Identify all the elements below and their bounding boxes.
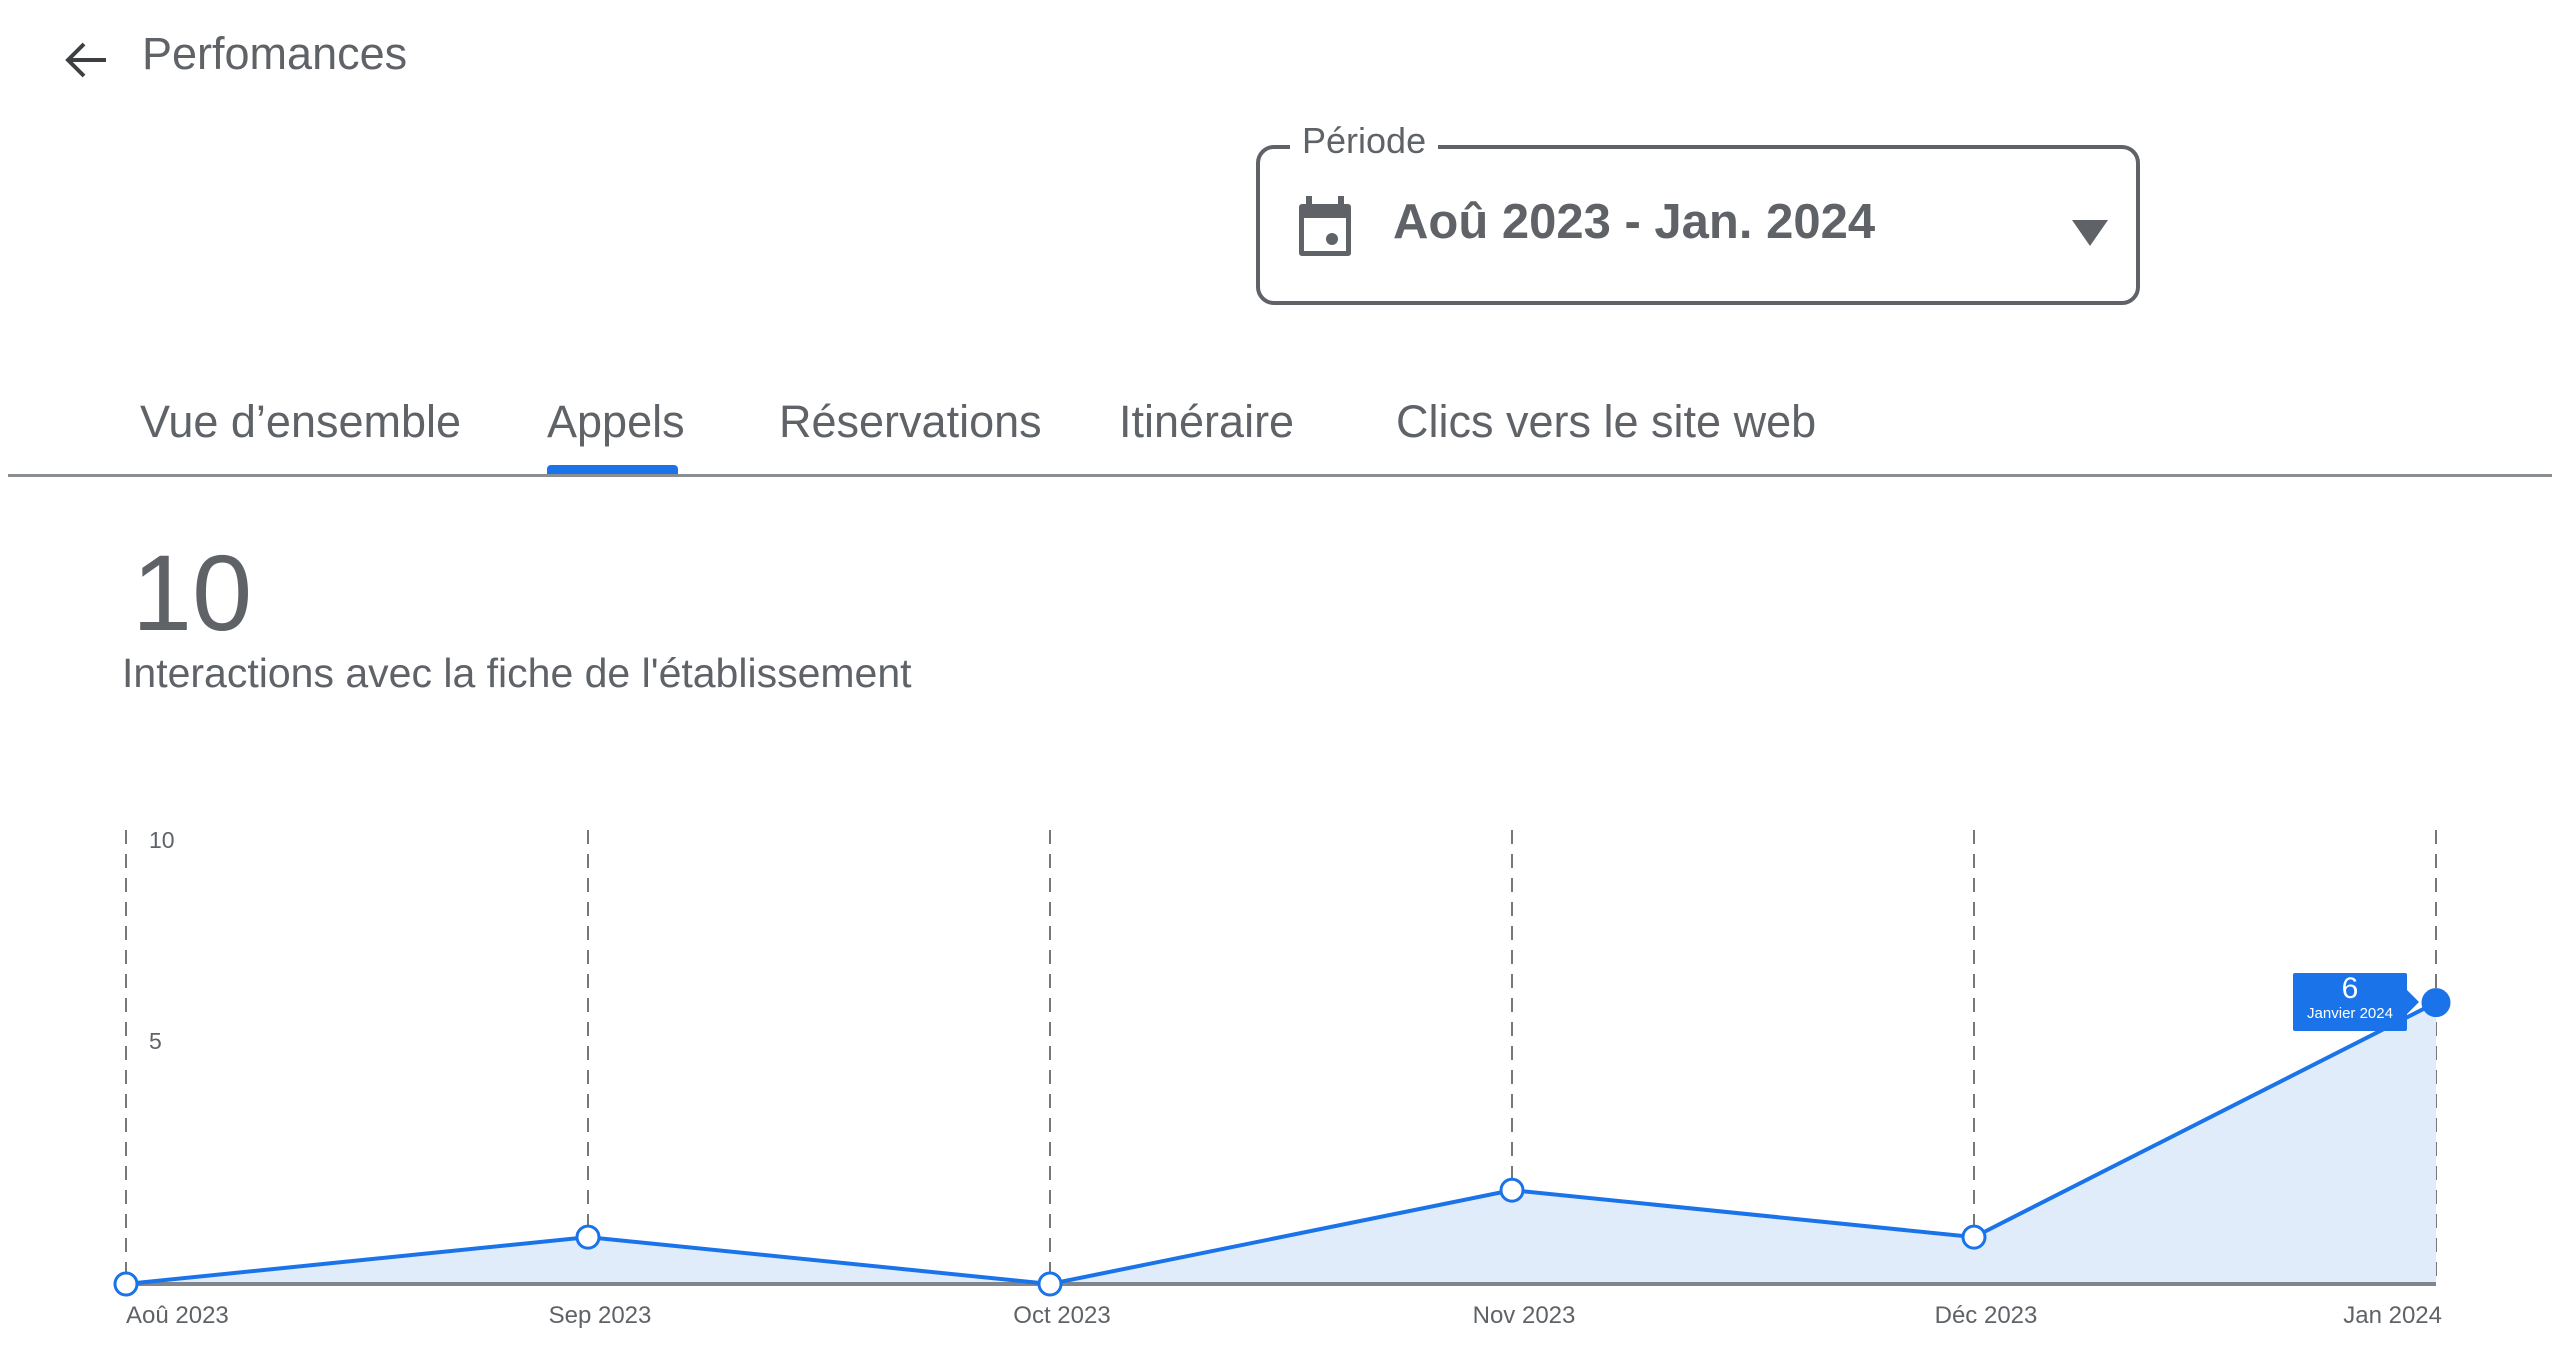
x-tick-label: Sep 2023	[549, 1302, 652, 1329]
data-point	[1961, 1224, 1987, 1250]
period-select[interactable]	[1256, 145, 2140, 305]
back-button[interactable]	[62, 38, 112, 82]
chart-tooltip: 6 Janvier 2024	[2293, 972, 2419, 1031]
y-tick-label: 10	[149, 827, 175, 853]
active-tab-indicator	[547, 465, 678, 474]
total-label: Interactions avec la fiche de l'établiss…	[122, 650, 912, 696]
data-point	[1037, 1271, 1063, 1297]
tooltip-value: 6	[2341, 972, 2359, 1005]
data-point	[113, 1271, 139, 1297]
x-tick-label: Aoû 2023	[126, 1302, 229, 1329]
x-tick-label: Jan 2024	[2343, 1302, 2442, 1329]
interactions-chart: 10 5 Aoû 2023 Sep 2023 Oct 2023 Nov 2023 Déc 2…	[113, 827, 2451, 1329]
x-tick-label: Nov 2023	[1473, 1302, 1576, 1329]
tab-website-clicks[interactable]: Clics vers le site web	[1396, 396, 1817, 447]
total-count: 10	[132, 532, 253, 653]
tooltip-label: Janvier 2024	[2307, 1005, 2393, 1022]
series-line	[125, 1000, 2437, 1287]
period-label: Période	[1290, 120, 1439, 162]
page-title: Perfomances	[142, 28, 408, 79]
tabs-divider	[8, 474, 2552, 477]
area-fill	[126, 1002, 2436, 1284]
x-tick-label: Déc 2023	[1935, 1302, 2038, 1329]
arrow-left-icon	[65, 42, 106, 78]
period-value: Aoû 2023 - Jan. 2024	[1393, 195, 1876, 249]
tab-itinerary[interactable]: Itinéraire	[1119, 396, 1295, 447]
calendar-icon	[1299, 196, 1351, 256]
y-tick-label: 5	[149, 1028, 162, 1054]
data-point	[1499, 1177, 1525, 1203]
data-point	[2421, 988, 2451, 1018]
x-tick-label: Oct 2023	[1013, 1302, 1110, 1329]
data-point	[575, 1224, 601, 1250]
tab-reservations[interactable]: Réservations	[779, 396, 1042, 447]
tab-calls[interactable]: Appels	[547, 396, 685, 447]
dropdown-caret-icon[interactable]	[2072, 220, 2108, 246]
tab-overview[interactable]: Vue d’ensemble	[140, 396, 462, 447]
